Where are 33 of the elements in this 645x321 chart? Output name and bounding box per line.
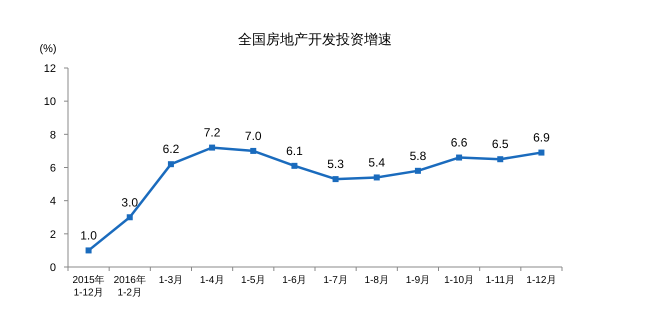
ytick: 4 <box>50 196 56 208</box>
ytick: 2 <box>50 228 56 241</box>
data-label: 5.3 <box>327 157 344 172</box>
data-label: 6.5 <box>492 137 509 152</box>
xtick: 1-6月 <box>282 275 307 286</box>
xtick: 1-7月 <box>323 275 348 286</box>
ytick: 6 <box>50 162 56 174</box>
data-label: 6.2 <box>162 142 180 156</box>
data-label: 6.1 <box>286 144 303 158</box>
xtick: 1-8月 <box>364 275 389 286</box>
ytick: 0 <box>50 262 56 274</box>
xtick: 2016年 1-2月 <box>114 275 146 298</box>
xtick: 1-4月 <box>200 275 224 286</box>
xtick: 1-5月 <box>241 275 266 286</box>
xtick: 1-9月 <box>406 275 430 286</box>
data-label: 7.2 <box>204 126 220 140</box>
xtick: 1-3月 <box>158 275 184 286</box>
data-label: 3.0 <box>121 195 138 210</box>
xtick: 2015年 1-12月 <box>72 275 105 298</box>
title: 全国房地产开发投资增速 <box>238 31 392 47</box>
ylabel: (%) <box>39 43 57 55</box>
data-label: 5.8 <box>410 148 426 163</box>
ytick: 12 <box>44 63 56 75</box>
xtick: 1-12月 <box>526 275 556 286</box>
xtick: 1-10月 <box>444 275 474 286</box>
ytick: 8 <box>50 129 56 142</box>
data-label: 6.6 <box>450 136 468 150</box>
data-label: 6.9 <box>533 130 550 145</box>
xtick: 1-11月 <box>486 275 515 286</box>
data-label: 1.0 <box>80 228 97 242</box>
data-label: 7.0 <box>244 128 262 143</box>
ytick: 10 <box>44 96 56 108</box>
data-label: 5.4 <box>368 155 386 170</box>
